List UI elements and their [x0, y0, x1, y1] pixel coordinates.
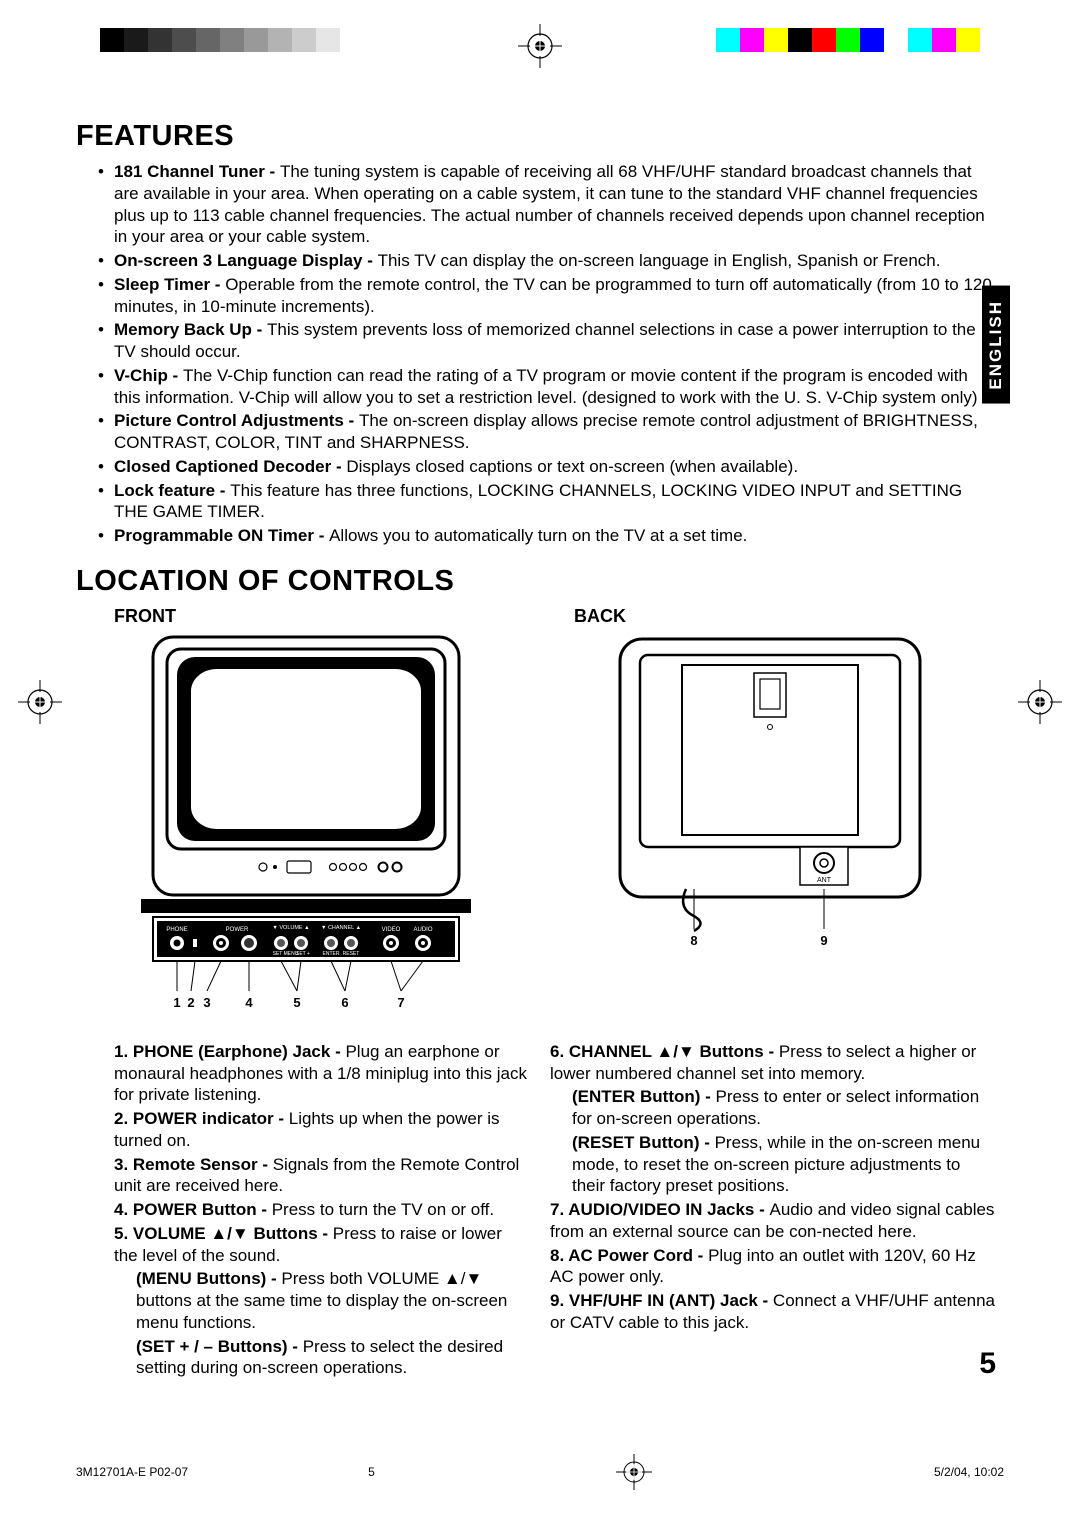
svg-text:SET +: SET + — [296, 951, 310, 957]
color-swatch — [956, 28, 980, 52]
control-item: 6. CHANNEL ▲/▼ Buttons - Press to select… — [550, 1041, 996, 1085]
color-swatch — [812, 28, 836, 52]
crop-marks-top — [0, 28, 1080, 76]
back-diagram: ANT 8 9 — [536, 631, 1004, 1031]
registration-mark-top — [518, 24, 562, 73]
gray-swatch — [340, 28, 364, 52]
color-bar — [716, 28, 980, 52]
svg-text:AUDIO: AUDIO — [413, 927, 432, 933]
color-swatch — [884, 28, 908, 52]
color-swatch — [908, 28, 932, 52]
registration-mark-left — [18, 680, 62, 729]
svg-text:PHONE: PHONE — [166, 927, 187, 933]
gray-swatch — [220, 28, 244, 52]
color-swatch — [716, 28, 740, 52]
gray-swatch — [292, 28, 316, 52]
gray-swatch — [124, 28, 148, 52]
control-item: 5. VOLUME ▲/▼ Buttons - Press to raise o… — [114, 1223, 528, 1267]
gray-swatch — [316, 28, 340, 52]
control-item: (SET + / – Buttons) - Press to select th… — [114, 1336, 528, 1380]
front-diagram: PHONE POWER ▼ VOLUME ▲ SET - MENU SET + — [76, 631, 536, 1031]
control-item: (ENTER Button) - Press to enter or selec… — [550, 1086, 996, 1130]
controls-right-column: 6. CHANNEL ▲/▼ Buttons - Press to select… — [536, 1041, 1004, 1381]
feature-item: •Sleep Timer - Operable from the remote … — [114, 274, 996, 318]
control-item: 1. PHONE (Earphone) Jack - Plug an earph… — [114, 1041, 528, 1106]
control-item: 8. AC Power Cord - Plug into an outlet w… — [550, 1245, 996, 1289]
gray-swatch — [268, 28, 292, 52]
back-subheading: BACK — [536, 606, 1004, 627]
control-item: 2. POWER indicator - Lights up when the … — [114, 1108, 528, 1152]
svg-text:POWER: POWER — [226, 927, 249, 933]
location-heading: LOCATION OF CONTROLS — [76, 565, 1004, 598]
svg-text:8: 8 — [690, 933, 697, 948]
svg-text:9: 9 — [820, 933, 827, 948]
grayscale-bar — [100, 28, 364, 52]
control-item: (RESET Button) - Press, while in the on-… — [550, 1132, 996, 1197]
color-swatch — [860, 28, 884, 52]
svg-text:1: 1 — [173, 995, 180, 1010]
footer-date: 5/2/04, 10:02 — [934, 1465, 1004, 1479]
registration-mark-right — [1018, 680, 1062, 729]
gray-swatch — [196, 28, 220, 52]
control-item: (MENU Buttons) - Press both VOLUME ▲/▼ b… — [114, 1268, 528, 1333]
svg-text:ENTER: ENTER — [323, 951, 340, 957]
svg-text:5: 5 — [293, 995, 300, 1010]
svg-text:▼ VOLUME ▲: ▼ VOLUME ▲ — [272, 925, 309, 931]
front-subheading: FRONT — [76, 606, 536, 627]
svg-text:7: 7 — [397, 995, 404, 1010]
registration-mark-bottom — [375, 1454, 894, 1490]
color-swatch — [932, 28, 956, 52]
svg-text:3: 3 — [203, 995, 210, 1010]
svg-text:VIDEO: VIDEO — [382, 927, 401, 933]
page-number: 5 — [979, 1347, 996, 1381]
color-swatch — [740, 28, 764, 52]
footer-code: 3M12701A-E P02-07 — [76, 1465, 188, 1479]
svg-text:▼ CHANNEL ▲: ▼ CHANNEL ▲ — [321, 925, 361, 931]
control-item: 4. POWER Button - Press to turn the TV o… — [114, 1199, 528, 1221]
svg-text:4: 4 — [245, 995, 253, 1010]
control-item: 7. AUDIO/VIDEO IN Jacks - Audio and vide… — [550, 1199, 996, 1243]
gray-swatch — [172, 28, 196, 52]
controls-left-column: 1. PHONE (Earphone) Jack - Plug an earph… — [76, 1041, 536, 1381]
color-swatch — [764, 28, 788, 52]
svg-text:ANT: ANT — [817, 877, 832, 884]
feature-item: •Programmable ON Timer - Allows you to a… — [114, 525, 996, 547]
footer: 3M12701A-E P02-07 5 5/2/04, 10:02 — [76, 1454, 1004, 1490]
svg-text:2: 2 — [187, 995, 194, 1010]
gray-swatch — [244, 28, 268, 52]
features-list: •181 Channel Tuner - The tuning system i… — [76, 161, 1004, 547]
features-heading: FEATURES — [76, 120, 1004, 153]
control-item: 9. VHF/UHF IN (ANT) Jack - Connect a VHF… — [550, 1290, 996, 1334]
gray-swatch — [100, 28, 124, 52]
feature-item: •Memory Back Up - This system prevents l… — [114, 319, 996, 363]
svg-text:RESET: RESET — [343, 951, 360, 957]
page-content: ENGLISH FEATURES •181 Channel Tuner - Th… — [76, 120, 1004, 1381]
footer-page: 5 — [368, 1465, 375, 1479]
feature-item: •Closed Captioned Decoder - Displays clo… — [114, 456, 996, 478]
feature-item: •181 Channel Tuner - The tuning system i… — [114, 161, 996, 248]
feature-item: •V-Chip - The V-Chip function can read t… — [114, 365, 996, 409]
feature-item: •On-screen 3 Language Display - This TV … — [114, 250, 996, 272]
color-swatch — [788, 28, 812, 52]
feature-item: •Picture Control Adjustments - The on-sc… — [114, 410, 996, 454]
control-item: 3. Remote Sensor - Signals from the Remo… — [114, 1154, 528, 1198]
gray-swatch — [148, 28, 172, 52]
color-swatch — [836, 28, 860, 52]
svg-text:6: 6 — [341, 995, 348, 1010]
feature-item: •Lock feature - This feature has three f… — [114, 480, 996, 524]
